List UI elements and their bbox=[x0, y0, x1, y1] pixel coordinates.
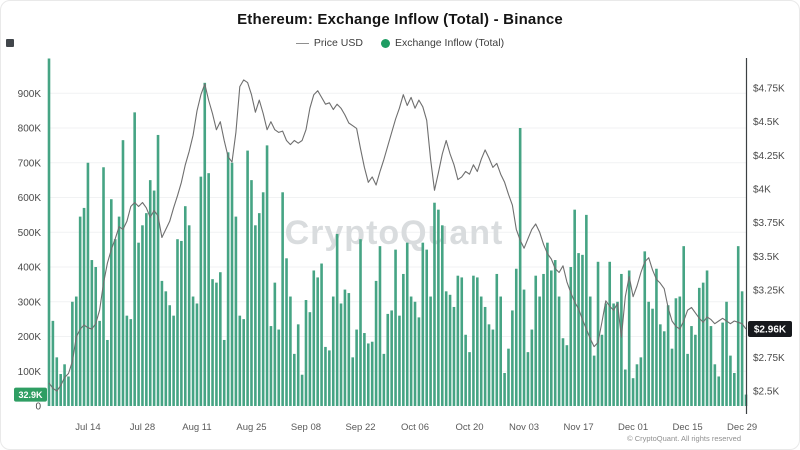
svg-text:300K: 300K bbox=[18, 297, 42, 308]
svg-text:Dec 15: Dec 15 bbox=[673, 422, 703, 433]
svg-text:Jul 14: Jul 14 bbox=[75, 422, 100, 433]
legend-label-price: Price USD bbox=[313, 37, 363, 49]
svg-text:$2.96K: $2.96K bbox=[754, 325, 787, 336]
svg-text:$3.25K: $3.25K bbox=[753, 285, 785, 296]
dot-swatch-icon bbox=[380, 38, 390, 48]
svg-text:Oct 06: Oct 06 bbox=[401, 422, 429, 433]
legend-item-price[interactable]: Price USD bbox=[295, 37, 363, 49]
svg-text:Aug 25: Aug 25 bbox=[236, 422, 266, 433]
legend-item-inflow[interactable]: Exchange Inflow (Total) bbox=[380, 37, 505, 49]
svg-text:$4.5K: $4.5K bbox=[753, 117, 779, 128]
svg-text:$2.75K: $2.75K bbox=[753, 353, 785, 364]
svg-text:Jul 28: Jul 28 bbox=[130, 422, 155, 433]
svg-text:900K: 900K bbox=[18, 89, 42, 100]
svg-text:Dec 29: Dec 29 bbox=[727, 422, 757, 433]
svg-text:100K: 100K bbox=[18, 367, 42, 378]
line-swatch-icon bbox=[295, 42, 309, 44]
svg-text:32.9K: 32.9K bbox=[18, 390, 43, 400]
svg-text:Sep 22: Sep 22 bbox=[345, 422, 375, 433]
svg-text:400K: 400K bbox=[18, 263, 42, 274]
svg-text:$2.5K: $2.5K bbox=[753, 387, 779, 398]
svg-text:$3.75K: $3.75K bbox=[753, 218, 785, 229]
svg-text:800K: 800K bbox=[18, 124, 42, 135]
svg-text:$3.5K: $3.5K bbox=[753, 252, 779, 263]
svg-text:500K: 500K bbox=[18, 228, 42, 239]
svg-text:Nov 17: Nov 17 bbox=[564, 422, 594, 433]
watermark: CryptoQuant bbox=[285, 214, 504, 252]
svg-text:0: 0 bbox=[35, 402, 41, 413]
copyright-text: © CryptoQuant. All rights reserved bbox=[627, 434, 741, 443]
svg-text:600K: 600K bbox=[18, 193, 42, 204]
svg-text:Sep 08: Sep 08 bbox=[291, 422, 321, 433]
svg-text:Dec 01: Dec 01 bbox=[618, 422, 648, 433]
svg-text:$4K: $4K bbox=[753, 184, 771, 195]
svg-text:Nov 03: Nov 03 bbox=[509, 422, 539, 433]
chart-options-icon[interactable] bbox=[6, 39, 14, 47]
legend: Price USD Exchange Inflow (Total) bbox=[1, 37, 799, 49]
legend-label-inflow: Exchange Inflow (Total) bbox=[394, 37, 505, 49]
svg-text:Oct 20: Oct 20 bbox=[456, 422, 484, 433]
chart-title: Ethereum: Exchange Inflow (Total) - Bina… bbox=[237, 11, 563, 28]
svg-text:$4.25K: $4.25K bbox=[753, 151, 785, 162]
svg-text:200K: 200K bbox=[18, 332, 42, 343]
svg-text:Aug 11: Aug 11 bbox=[182, 422, 211, 433]
svg-text:$4.75K: $4.75K bbox=[753, 83, 785, 94]
svg-text:700K: 700K bbox=[18, 158, 42, 169]
